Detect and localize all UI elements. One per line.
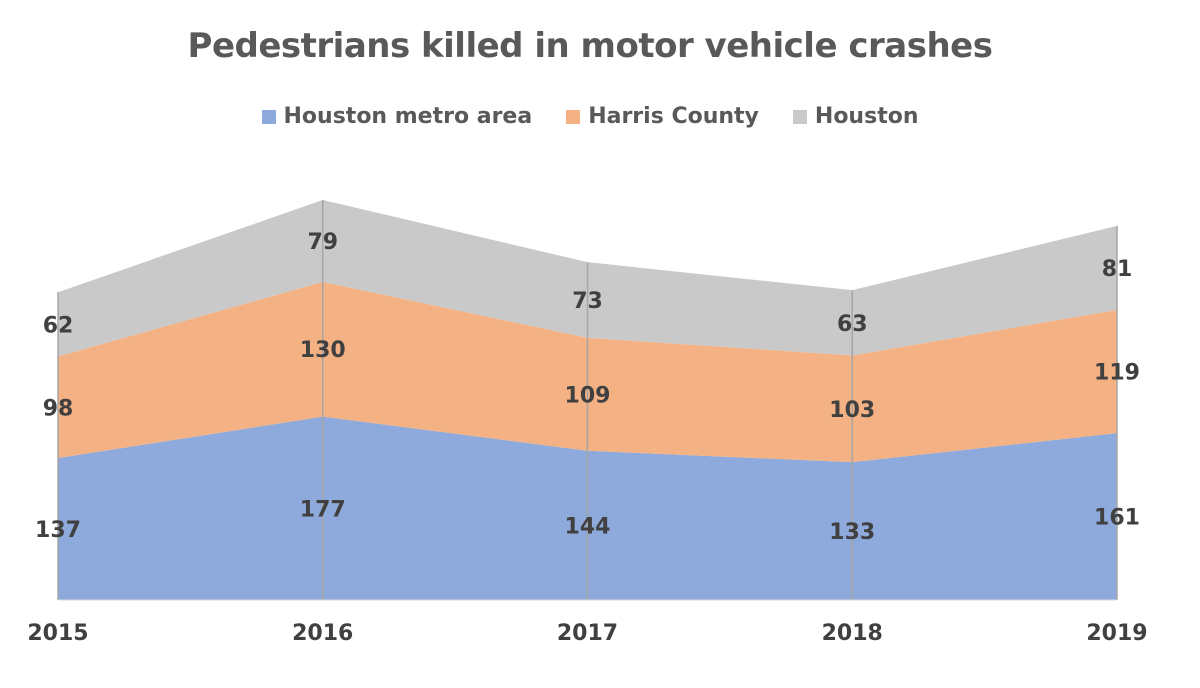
- legend-swatch-houston: [792, 109, 807, 124]
- data-label-harris-county-2018: 103: [829, 398, 875, 423]
- legend-label-harris-county: Harris County: [588, 104, 759, 129]
- legend-item-houston-metro-area: Houston metro area: [261, 104, 533, 129]
- data-label-houston-metro-area-2016: 177: [300, 497, 346, 522]
- data-label-harris-county-2016: 130: [300, 338, 346, 363]
- data-label-houston-metro-area-2018: 133: [829, 520, 875, 545]
- chart-title: Pedestrians killed in motor vehicle cras…: [187, 26, 993, 66]
- data-label-houston-2015: 62: [43, 313, 74, 338]
- x-tick-label-2016: 2016: [292, 621, 353, 646]
- x-tick-label-2015: 2015: [27, 621, 88, 646]
- legend-label-houston-metro-area: Houston metro area: [283, 104, 533, 129]
- legend-item-houston: Houston: [792, 104, 919, 129]
- legend-swatch-houston-metro-area: [261, 109, 276, 124]
- data-label-houston-metro-area-2015: 137: [35, 518, 81, 543]
- data-label-houston-2016: 79: [307, 230, 338, 255]
- data-label-harris-county-2019: 119: [1094, 361, 1140, 386]
- x-tick-label-2019: 2019: [1086, 621, 1147, 646]
- data-label-houston-metro-area-2017: 144: [565, 514, 611, 539]
- legend: Houston metro area Harris County Houston: [0, 104, 1180, 129]
- data-label-harris-county-2015: 98: [43, 396, 74, 421]
- data-label-houston-metro-area-2019: 161: [1094, 506, 1140, 531]
- legend-label-houston: Houston: [814, 104, 919, 129]
- x-tick-label-2017: 2017: [557, 621, 618, 646]
- data-label-houston-2018: 63: [837, 312, 868, 337]
- data-label-houston-2019: 81: [1102, 257, 1133, 282]
- legend-item-harris-county: Harris County: [566, 104, 759, 129]
- data-label-harris-county-2017: 109: [565, 383, 611, 408]
- legend-swatch-harris-county: [566, 109, 581, 124]
- x-tick-label-2018: 2018: [822, 621, 883, 646]
- data-label-houston-2017: 73: [572, 289, 603, 314]
